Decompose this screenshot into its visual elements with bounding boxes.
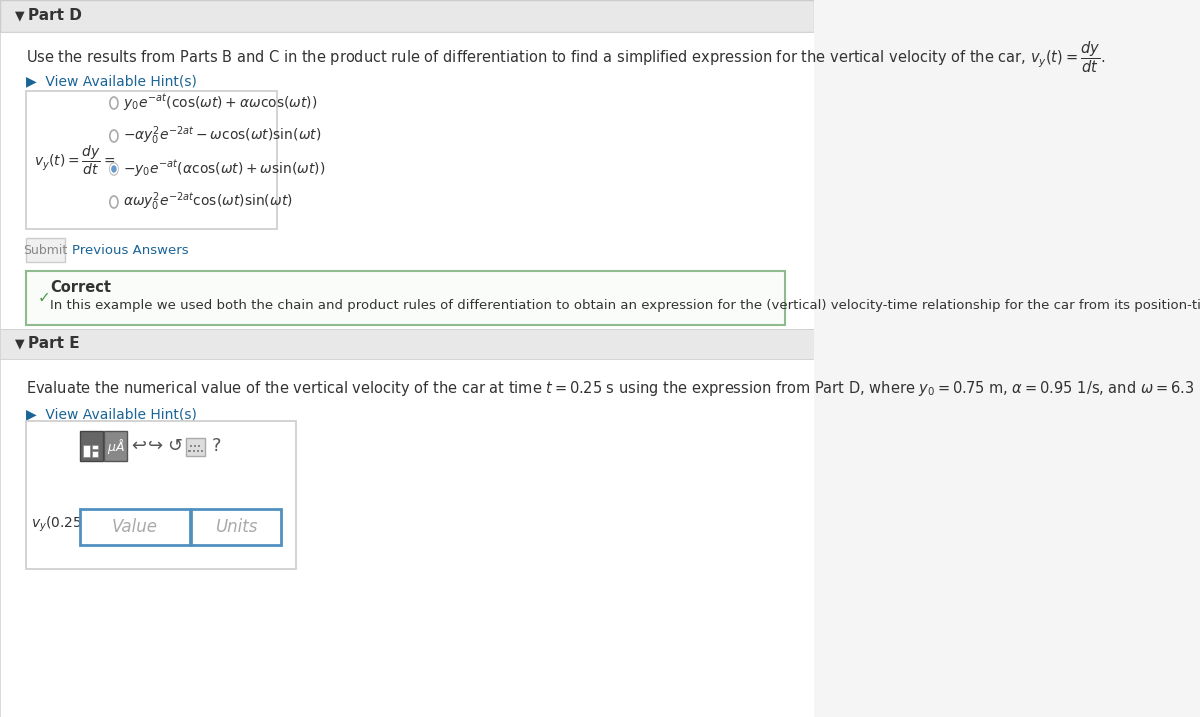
FancyBboxPatch shape bbox=[191, 509, 281, 545]
Text: ▼: ▼ bbox=[14, 9, 24, 22]
FancyBboxPatch shape bbox=[0, 0, 814, 32]
FancyBboxPatch shape bbox=[0, 329, 814, 359]
Text: Correct: Correct bbox=[50, 280, 112, 295]
Text: $v_y(0.25\,\mathrm{s}) =$: $v_y(0.25\,\mathrm{s}) =$ bbox=[31, 514, 110, 533]
Text: Previous Answers: Previous Answers bbox=[72, 244, 188, 257]
Text: $y_0 e^{-at}(\cos(\omega t) + \alpha\omega\cos(\omega t))$: $y_0 e^{-at}(\cos(\omega t) + \alpha\ome… bbox=[124, 92, 318, 113]
FancyBboxPatch shape bbox=[197, 450, 199, 452]
Text: ?: ? bbox=[212, 437, 222, 455]
FancyBboxPatch shape bbox=[25, 91, 277, 229]
FancyBboxPatch shape bbox=[25, 421, 295, 569]
Circle shape bbox=[110, 163, 118, 175]
Circle shape bbox=[110, 164, 118, 174]
Text: Units: Units bbox=[215, 518, 257, 536]
Text: ▶  View Available Hint(s): ▶ View Available Hint(s) bbox=[25, 407, 197, 421]
Text: In this example we used both the chain and product rules of differentiation to o: In this example we used both the chain a… bbox=[50, 298, 1200, 311]
FancyBboxPatch shape bbox=[198, 445, 200, 447]
Text: Evaluate the numerical value of the vertical velocity of the car at time $t = 0.: Evaluate the numerical value of the vert… bbox=[25, 379, 1200, 399]
Text: ↪: ↪ bbox=[149, 437, 163, 455]
Text: ✓: ✓ bbox=[37, 290, 50, 305]
Text: Part D: Part D bbox=[29, 9, 83, 24]
FancyBboxPatch shape bbox=[83, 445, 90, 457]
Circle shape bbox=[112, 166, 116, 172]
FancyBboxPatch shape bbox=[194, 445, 196, 447]
Text: ▼: ▼ bbox=[14, 338, 24, 351]
Text: $v_y(t) = \dfrac{dy}{dt} =$: $v_y(t) = \dfrac{dy}{dt} =$ bbox=[34, 143, 115, 176]
FancyBboxPatch shape bbox=[25, 271, 785, 325]
FancyBboxPatch shape bbox=[200, 450, 203, 452]
Text: $-\alpha y_0^2 e^{-2at} - \omega\cos(\omega t)\sin(\omega t)$: $-\alpha y_0^2 e^{-2at} - \omega\cos(\om… bbox=[124, 125, 322, 147]
FancyBboxPatch shape bbox=[104, 431, 127, 461]
FancyBboxPatch shape bbox=[0, 359, 814, 717]
FancyBboxPatch shape bbox=[192, 450, 194, 452]
FancyBboxPatch shape bbox=[91, 451, 98, 457]
Text: Value: Value bbox=[112, 518, 158, 536]
Text: $\mu\AA$: $\mu\AA$ bbox=[107, 437, 125, 455]
Text: Part E: Part E bbox=[29, 336, 80, 351]
Text: Use the results from Parts B and C in the product rule of differentiation to fin: Use the results from Parts B and C in th… bbox=[25, 39, 1105, 75]
FancyBboxPatch shape bbox=[190, 445, 192, 447]
Text: ▶  View Available Hint(s): ▶ View Available Hint(s) bbox=[25, 74, 197, 88]
Text: Submit: Submit bbox=[23, 244, 67, 257]
FancyBboxPatch shape bbox=[80, 509, 190, 545]
FancyBboxPatch shape bbox=[80, 431, 103, 461]
Text: $\alpha\omega y_0^2 e^{-2at}\cos(\omega t)\sin(\omega t)$: $\alpha\omega y_0^2 e^{-2at}\cos(\omega … bbox=[124, 191, 293, 213]
Text: ↩: ↩ bbox=[132, 437, 146, 455]
Text: $-y_0 e^{-at}(\alpha\cos(\omega t) + \omega\sin(\omega t))$: $-y_0 e^{-at}(\alpha\cos(\omega t) + \om… bbox=[124, 158, 325, 179]
Text: ↺: ↺ bbox=[167, 437, 182, 455]
FancyBboxPatch shape bbox=[186, 438, 205, 456]
FancyBboxPatch shape bbox=[188, 450, 191, 452]
FancyBboxPatch shape bbox=[25, 238, 65, 262]
FancyBboxPatch shape bbox=[0, 32, 814, 329]
FancyBboxPatch shape bbox=[91, 445, 98, 449]
